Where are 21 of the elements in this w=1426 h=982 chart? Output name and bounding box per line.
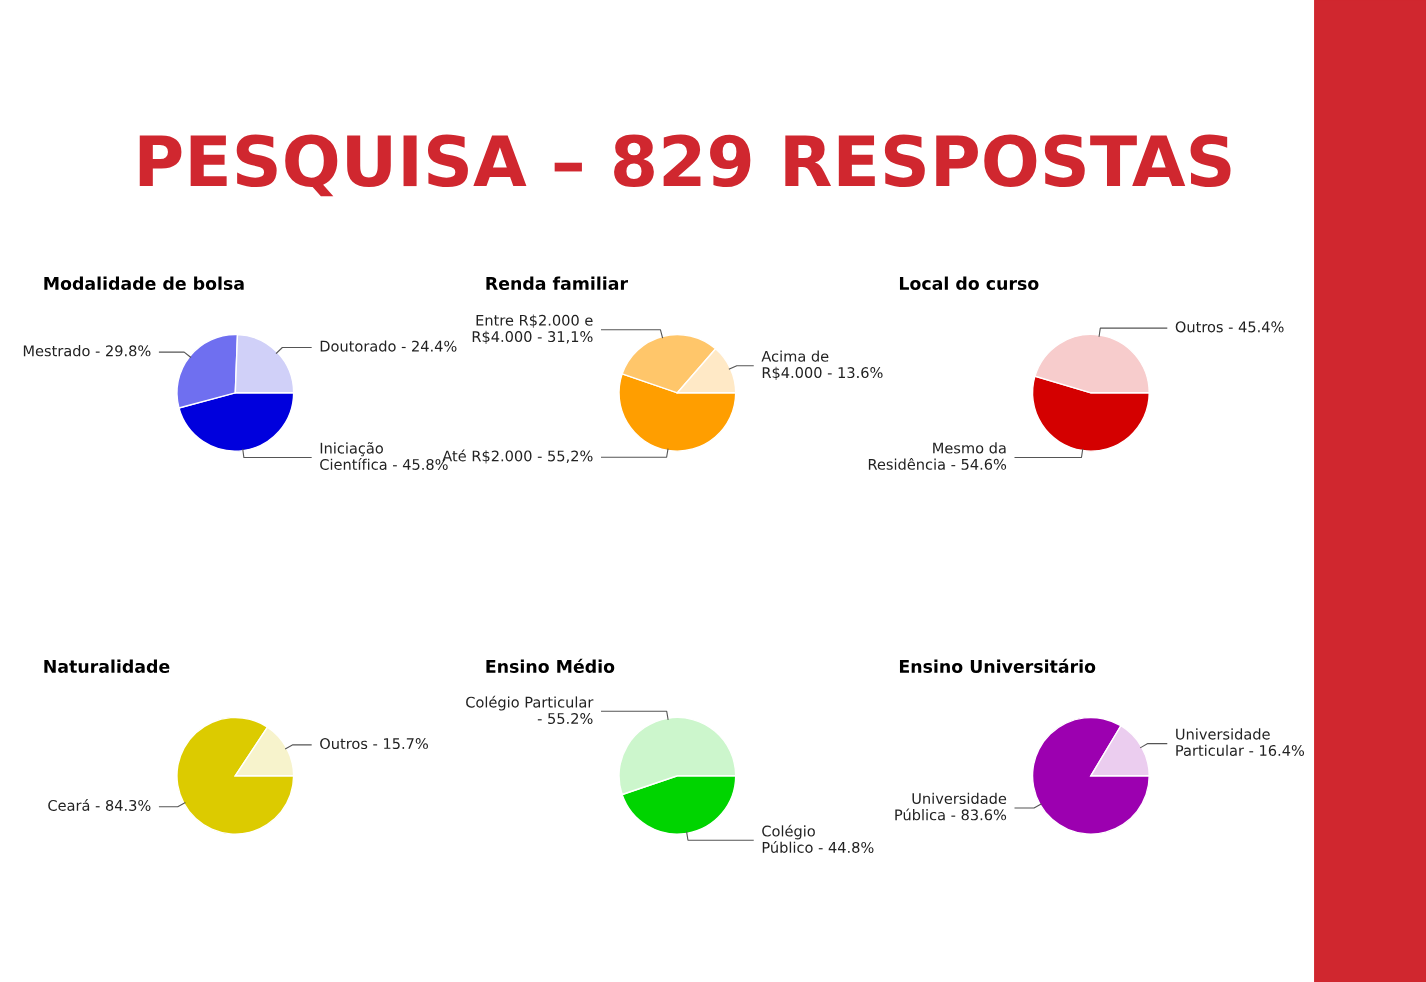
chart-title: Ensino Universitário	[899, 658, 1096, 673]
chart-title: Ensino Médio	[486, 658, 615, 673]
slice-label: Entre R$2.000 e R$4.000 - 31,1%	[472, 314, 593, 345]
chart-title: Naturalidade	[44, 659, 170, 673]
chart-title: Modalidade de bolsa	[44, 276, 244, 290]
chart-title: Renda familiar	[486, 276, 628, 290]
slice-label: Acima de R$4.000 - 13.6%	[761, 350, 883, 381]
slice-label: Universidade Pública - 83.6%	[895, 792, 1007, 821]
slice-label: Colégio Particular - 55.2%	[466, 695, 594, 724]
slice-label: Mesmo da Residência - 54.6%	[868, 442, 1007, 470]
slice-label: Outros - 15.7%	[320, 738, 428, 750]
slice-label: Colégio Público - 44.8%	[762, 824, 874, 853]
slice-label: Outros - 45.4%	[1175, 321, 1284, 333]
slice-label: Doutorado - 24.4%	[320, 340, 457, 352]
slice-label: Mestrado - 29.8%	[23, 345, 151, 357]
text: PESQUISA – 829 RESPOSTAS	[139, 134, 1231, 197]
pie-slice	[1031, 716, 1150, 835]
chart-title: Local do curso	[899, 276, 1039, 290]
slice-label: Universidade Particular - 16.4%	[1176, 728, 1305, 756]
pie-slice	[176, 716, 295, 835]
slice-label: Ceará - 84.3%	[48, 799, 151, 811]
